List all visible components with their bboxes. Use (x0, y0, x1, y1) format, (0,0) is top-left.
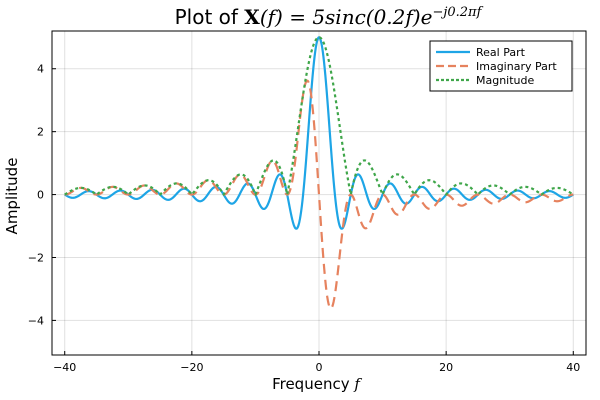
y-tick-label: 4 (37, 63, 44, 76)
x-tick-label: −40 (53, 361, 76, 374)
chart-title: Plot of X(f) = 5sinc(0.2f)e−j0.2πf (175, 5, 484, 29)
series-line-real (64, 36, 574, 230)
x-tick-label: −20 (180, 361, 203, 374)
y-tick-label: −4 (28, 314, 44, 327)
y-axis-label: Amplitude (3, 158, 21, 235)
x-tick-label: 40 (566, 361, 580, 374)
series-group (64, 36, 574, 310)
y-tick-label: 0 (37, 189, 44, 202)
x-tick-label: 0 (316, 361, 323, 374)
legend-label-real: Real Part (476, 46, 526, 59)
title-arg: (f) (260, 5, 283, 29)
x-axis-label-text: Frequency (272, 375, 354, 393)
title-equals: = 5sinc(0.2f)e (283, 5, 433, 29)
title-prefix: Plot of (175, 5, 245, 29)
series-line-imag (64, 79, 574, 310)
y-tick-label: −2 (28, 251, 44, 264)
legend-label-abs: Magnitude (476, 74, 535, 87)
legend-label-imag: Imaginary Part (476, 60, 557, 73)
y-tick-label: 2 (37, 126, 44, 139)
x-tick-label: 20 (439, 361, 453, 374)
x-axis-label-symbol: f (353, 375, 362, 393)
series-line-abs (64, 36, 574, 196)
title-exponent: −j0.2πf (432, 5, 483, 20)
title-bold-symbol: X (244, 5, 260, 29)
x-axis-label: Frequency f (272, 375, 362, 393)
